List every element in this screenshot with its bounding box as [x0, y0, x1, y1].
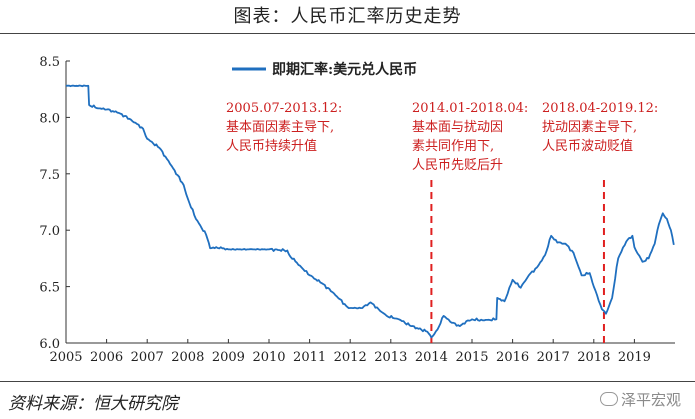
top-rule [0, 33, 695, 34]
x-tick-label: 2010 [252, 350, 285, 365]
legend-label: 即期汇率:美元兑人民币 [272, 61, 417, 78]
figure-title: 图表：人民币汇率历史走势 [233, 6, 462, 27]
x-tick-label: 2015 [455, 350, 488, 365]
y-tick-label: 6.5 [39, 281, 60, 296]
y-tick-label: 7.0 [39, 224, 60, 239]
x-tick-label: 2009 [212, 350, 245, 365]
annotation-line: 人民币先贬后升 [412, 158, 503, 173]
annotations: 2005.07-2013.12: 基本面因素主导下, 人民币持续升值 2014.01-… [226, 101, 658, 173]
annotation-line: 基本面因素主导下, [226, 120, 334, 135]
annotation-line: 基本面与扰动因 [412, 120, 503, 135]
bottom-rule [0, 381, 695, 382]
annotation-line: 2018.04-2019.12: [542, 101, 658, 116]
series-line [65, 84, 675, 339]
x-tick-label: 2011 [293, 350, 326, 365]
x-tick-label: 2019 [618, 350, 651, 365]
source-note: 资料来源：恒大研究院 [8, 394, 178, 414]
y-tick-label: 6.0 [39, 337, 60, 352]
x-tick-label: 2007 [131, 350, 164, 365]
x-tick-label: 2005 [49, 350, 82, 365]
watermark-text: 泽平宏观 [620, 391, 681, 409]
watermark: 泽平宏观 [599, 389, 681, 410]
x-tick-label: 2014 [415, 350, 448, 365]
x-tick-label: 2017 [537, 350, 570, 365]
legend: 即期汇率:美元兑人民币 [232, 61, 417, 78]
x-tick-label: 2008 [171, 350, 204, 365]
annotation-line: 人民币波动贬值 [542, 138, 633, 154]
x-tick-label: 2018 [577, 350, 610, 365]
x-tick-label: 2012 [334, 350, 367, 365]
annotation-line: 人民币持续升值 [226, 138, 317, 154]
annotation-line: 扰动因素主导下, [542, 120, 637, 135]
y-tick-label: 8.0 [39, 111, 60, 126]
y-tick-label: 8.5 [39, 55, 60, 70]
period-markers [430, 180, 605, 343]
annotation-line: 素共同作用下, [412, 139, 494, 154]
annotation-line: 2014.01-2018.04: [412, 101, 528, 116]
y-tick-label: 7.5 [39, 168, 60, 183]
series-layer [65, 84, 675, 339]
axes: 6.0 6.5 7.0 7.5 8.0 8.5 2005 2006 2007 2008 2009 20… [39, 55, 675, 365]
x-tick-label: 2016 [496, 350, 529, 365]
x-tick-label: 2013 [374, 350, 407, 365]
annotation-line: 2005.07-2013.12: [226, 101, 342, 116]
wechat-icon [599, 392, 618, 406]
x-tick-label: 2006 [90, 350, 123, 365]
